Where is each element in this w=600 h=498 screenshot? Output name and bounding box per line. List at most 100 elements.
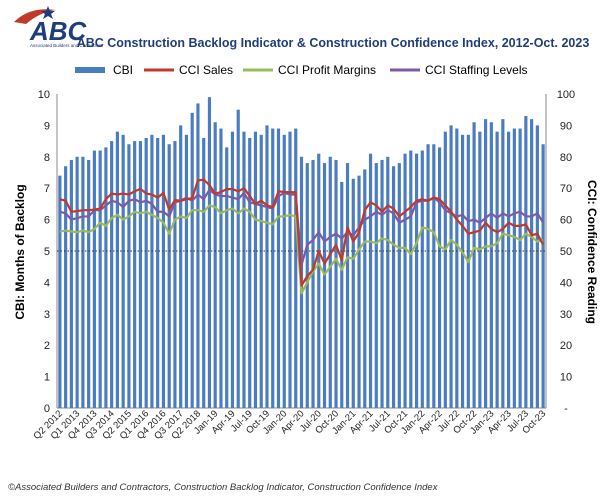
- cbi-bar: [437, 147, 442, 408]
- y-tick-label: 4: [44, 277, 50, 289]
- logo-tagline: Associated Builders and Contractors: [30, 43, 104, 48]
- cbi-bar: [357, 175, 361, 408]
- cbi-bar: [288, 131, 292, 408]
- cbi-bar: [322, 163, 327, 408]
- cbi-bar: [184, 134, 189, 408]
- cbi-bar: [461, 134, 465, 408]
- cci-staffing-levels-line: [59, 188, 545, 267]
- y2-tick-label: -: [564, 403, 568, 415]
- y2-tick-label: 10: [560, 372, 572, 384]
- legend-label-cbi: CBI: [113, 63, 133, 77]
- y2-tick-label: 60: [560, 215, 572, 227]
- cbi-bar: [420, 150, 424, 408]
- legend-swatch-cbi: [75, 67, 105, 73]
- cbi-bar: [391, 166, 396, 408]
- legend-label-staffing: CCI Staffing Levels: [425, 63, 528, 77]
- cbi-bar: [242, 131, 246, 408]
- cbi-bar: [69, 159, 73, 408]
- y-tick-label: 9: [44, 120, 50, 132]
- cbi-bar: [75, 156, 79, 408]
- cbi-bar: [259, 134, 263, 408]
- legend-item-sales: CCI Sales: [144, 63, 233, 77]
- cbi-bar: [202, 137, 206, 408]
- cci-sales-line: [59, 178, 545, 287]
- cbi-bar: [213, 122, 217, 408]
- cbi-bar: [524, 115, 528, 408]
- source-note: ©Associated Builders and Contractors, Co…: [8, 482, 439, 493]
- cbi-bar: [386, 156, 390, 408]
- cbi-bar: [512, 128, 516, 409]
- y-axis-ticks: 0 1 2 3 4 5 6 7 8 9 10: [38, 89, 50, 415]
- cbi-bar: [530, 119, 534, 409]
- cbi-bar: [276, 128, 281, 409]
- cbi-bar: [110, 141, 114, 408]
- legend-label-sales: CCI Sales: [179, 63, 233, 77]
- logo-star: [41, 6, 55, 19]
- cbi-bar: [190, 112, 194, 408]
- cbi-bars: [58, 97, 545, 409]
- cbi-bar: [248, 137, 252, 408]
- cci-profit-margins-line: [59, 204, 544, 295]
- abc-logo: ABC Associated Builders and Contractors: [14, 6, 104, 48]
- cbi-bar: [455, 128, 459, 409]
- cbi-bar: [64, 166, 68, 408]
- cbi-bar: [265, 125, 269, 409]
- cbi-bar: [403, 153, 407, 408]
- cbi-bar: [282, 134, 286, 408]
- cbi-bar: [317, 153, 321, 408]
- cbi-bar: [495, 131, 499, 408]
- cbi-bar: [144, 137, 148, 408]
- cbi-bar: [121, 134, 125, 408]
- cbi-bar: [345, 163, 350, 408]
- cbi-bar: [409, 150, 413, 408]
- cbi-bar: [397, 163, 401, 408]
- cbi-bar: [472, 122, 476, 408]
- cbi-bar: [138, 141, 142, 408]
- cbi-bar: [443, 131, 447, 408]
- cbi-bar: [98, 150, 102, 408]
- cbi-bar: [351, 178, 355, 408]
- cbi-bar: [115, 131, 119, 408]
- y2-tick-label: 40: [560, 277, 572, 289]
- y2-axis-ticks: - 10 20 30 40 50 60 70 80 90 100: [557, 89, 575, 415]
- cbi-bar: [380, 159, 384, 408]
- cbi-bar: [156, 137, 160, 408]
- cbi-bar: [535, 125, 539, 409]
- cbi-bar: [501, 119, 505, 409]
- cbi-bar: [104, 147, 108, 408]
- legend-item-cbi: CBI: [75, 63, 133, 77]
- cbi-bar: [478, 131, 482, 408]
- cbi-bar: [484, 119, 488, 409]
- cbi-bar: [230, 131, 235, 408]
- cbi-bar: [374, 163, 378, 408]
- cbi-bar: [328, 156, 332, 408]
- y2-tick-label: 50: [560, 246, 572, 258]
- cbi-bar: [518, 128, 522, 409]
- y2-tick-label: 80: [560, 152, 572, 164]
- logo-letters: ABC: [29, 16, 88, 46]
- cbi-bar: [489, 122, 493, 408]
- cbi-bar: [414, 153, 419, 408]
- cbi-bar: [449, 125, 453, 409]
- cbi-bar: [92, 150, 96, 408]
- cbi-bar: [127, 144, 131, 409]
- cbi-bar: [432, 144, 436, 409]
- y2-tick-label: 20: [560, 340, 572, 352]
- cbi-bar: [340, 181, 344, 408]
- cbi-bar: [58, 175, 62, 408]
- cbi-bar: [219, 128, 223, 409]
- y-tick-label: 0: [44, 403, 50, 415]
- y-tick-label: 6: [44, 215, 50, 227]
- cbi-bar: [161, 134, 166, 408]
- cbi-bar: [225, 147, 229, 408]
- cbi-bar: [81, 156, 85, 408]
- cbi-bar: [87, 159, 91, 408]
- y-tick-label: 8: [44, 152, 50, 164]
- cbi-bar: [271, 128, 275, 409]
- y2-axis-title: CCI: Confidence Reading: [585, 180, 599, 324]
- cbi-bar: [133, 141, 137, 408]
- y2-tick-label: 70: [560, 183, 572, 195]
- cbi-bar: [173, 141, 177, 408]
